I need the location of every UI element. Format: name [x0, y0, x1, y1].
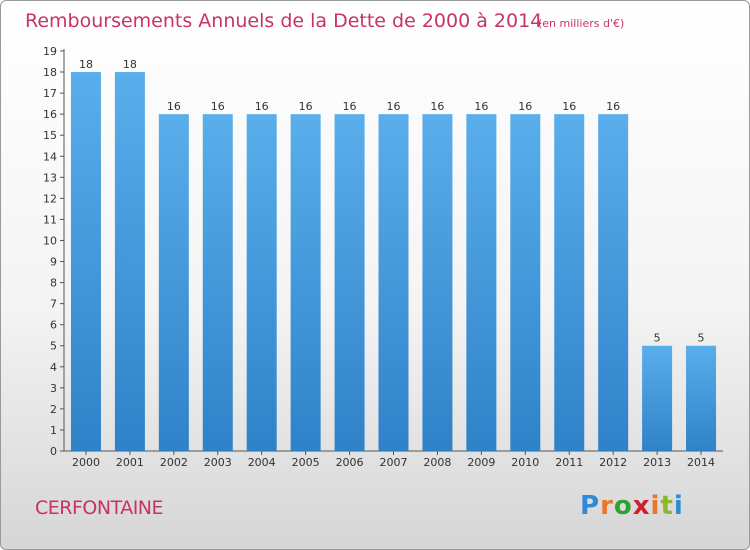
- data-label: 16: [387, 100, 401, 113]
- y-tick-label: 1: [50, 424, 57, 437]
- bar: [290, 114, 321, 451]
- data-label: 5: [654, 332, 661, 345]
- data-label: 5: [698, 332, 705, 345]
- x-tick-label: 2012: [599, 456, 627, 469]
- x-tick-label: 2005: [292, 456, 320, 469]
- logo-letter: o: [613, 491, 633, 521]
- bar: [686, 345, 717, 451]
- y-tick-label: 14: [43, 150, 57, 163]
- x-tick-label: 2006: [336, 456, 364, 469]
- x-tick-label: 2011: [555, 456, 583, 469]
- commune-name: CERFONTAINE: [35, 497, 164, 519]
- y-tick-label: 19: [43, 45, 57, 58]
- y-tick-label: 17: [43, 87, 57, 100]
- bar: [422, 114, 453, 451]
- data-label: 16: [167, 100, 181, 113]
- data-label: 16: [299, 100, 313, 113]
- bar: [114, 72, 145, 451]
- x-tick-label: 2001: [116, 456, 144, 469]
- data-label: 16: [255, 100, 269, 113]
- bar: [334, 114, 365, 451]
- y-tick-label: 6: [50, 319, 57, 332]
- x-tick-label: 2014: [687, 456, 715, 469]
- x-tick-label: 2007: [380, 456, 408, 469]
- logo-letter: x: [632, 491, 651, 521]
- y-tick-label: 13: [43, 171, 57, 184]
- y-tick-label: 10: [43, 234, 57, 247]
- x-tick-label: 2008: [423, 456, 451, 469]
- x-tick-label: 2010: [511, 456, 539, 469]
- y-tick-label: 7: [50, 298, 57, 311]
- y-tick-label: 12: [43, 192, 57, 205]
- bar: [246, 114, 277, 451]
- bar: [466, 114, 497, 451]
- data-label: 18: [79, 58, 93, 71]
- y-tick-label: 16: [43, 108, 57, 121]
- x-tick-label: 2004: [248, 456, 276, 469]
- bar: [70, 72, 101, 451]
- y-tick-label: 9: [50, 256, 57, 269]
- logo-letter: P: [580, 491, 601, 521]
- bar: [642, 345, 673, 451]
- data-label: 16: [343, 100, 357, 113]
- data-label: 16: [518, 100, 532, 113]
- y-tick-label: 18: [43, 66, 57, 79]
- y-tick-label: 5: [50, 340, 57, 353]
- bar: [202, 114, 233, 451]
- y-tick-label: 4: [50, 361, 57, 374]
- bar: [158, 114, 189, 451]
- x-tick-label: 2013: [643, 456, 671, 469]
- proxiti-logo[interactable]: Proxiti: [580, 491, 684, 521]
- logo-letter: t: [660, 491, 674, 521]
- y-tick-label: 15: [43, 129, 57, 142]
- x-tick-label: 2009: [467, 456, 495, 469]
- bar: [598, 114, 629, 451]
- data-label: 16: [562, 100, 576, 113]
- y-tick-label: 2: [50, 403, 57, 416]
- y-tick-label: 8: [50, 277, 57, 290]
- data-label: 16: [430, 100, 444, 113]
- data-label: 16: [474, 100, 488, 113]
- bar: [378, 114, 409, 451]
- data-label: 16: [211, 100, 225, 113]
- y-tick-label: 11: [43, 213, 57, 226]
- x-tick-label: 2003: [204, 456, 232, 469]
- data-label: 18: [123, 58, 137, 71]
- chart-unit: (en milliers d'€): [538, 17, 625, 30]
- y-tick-label: 0: [50, 445, 57, 458]
- x-tick-label: 2000: [72, 456, 100, 469]
- logo-letter: i: [650, 491, 661, 521]
- x-tick-label: 2002: [160, 456, 188, 469]
- bar: [510, 114, 541, 451]
- chart-title: Remboursements Annuels de la Dette de 20…: [25, 10, 543, 32]
- data-label: 16: [606, 100, 620, 113]
- bar: [554, 114, 585, 451]
- logo-letter: i: [673, 491, 684, 521]
- y-tick-label: 3: [50, 382, 57, 395]
- logo-letter: r: [600, 491, 614, 521]
